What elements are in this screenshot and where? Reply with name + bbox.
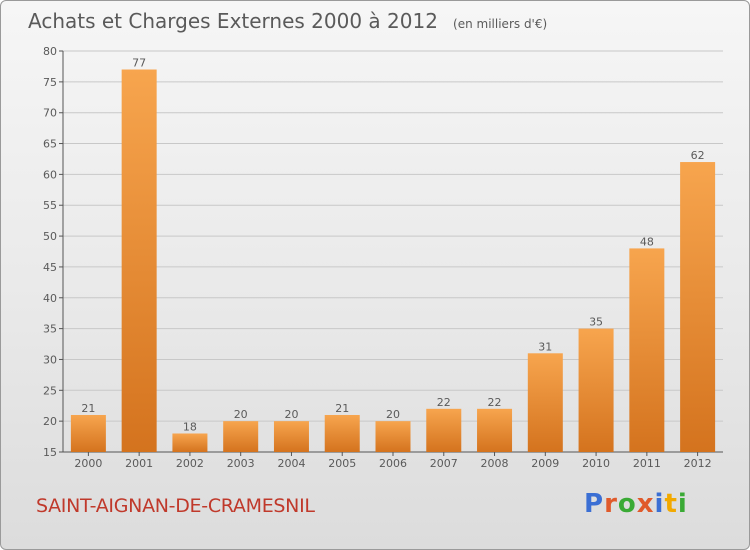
bar-2011 <box>629 248 665 452</box>
x-tick-label: 2010 <box>582 457 610 470</box>
chart-title: Achats et Charges Externes 2000 à 2012 <box>28 9 438 33</box>
bar-2003 <box>223 421 259 452</box>
title-row: Achats et Charges Externes 2000 à 2012 (… <box>28 9 547 33</box>
y-tick-label: 80 <box>43 45 57 58</box>
town-name: SAINT-AIGNAN-DE-CRAMESNIL <box>36 495 315 517</box>
logo-letter: i <box>677 489 688 519</box>
data-label: 77 <box>132 57 146 70</box>
bar-2005 <box>324 414 360 452</box>
x-tick-label: 2000 <box>74 457 102 470</box>
x-tick-label: 2001 <box>125 457 153 470</box>
bar-2009 <box>527 353 563 452</box>
bar-2004 <box>273 421 309 452</box>
data-label: 35 <box>589 316 603 329</box>
data-label: 22 <box>488 396 502 409</box>
logo-letter: o <box>617 489 637 519</box>
chart-unit: (en milliers d'€) <box>453 17 548 31</box>
y-tick-label: 75 <box>43 76 57 89</box>
y-tick-label: 50 <box>43 230 57 243</box>
bar-2000 <box>70 414 106 452</box>
x-tick-label: 2004 <box>277 457 305 470</box>
x-tick-label: 2005 <box>328 457 356 470</box>
bar-2006 <box>375 421 411 452</box>
y-tick-label: 45 <box>43 261 57 274</box>
data-label: 21 <box>335 402 349 415</box>
data-label: 20 <box>284 408 298 421</box>
y-tick-label: 40 <box>43 292 57 305</box>
logo-letter: r <box>604 489 618 519</box>
grid-lines <box>63 50 723 453</box>
data-label: 20 <box>386 408 400 421</box>
x-tick-label: 2002 <box>176 457 204 470</box>
bar-2007 <box>426 408 462 452</box>
logo-letter: x <box>636 489 655 519</box>
y-tick-label: 20 <box>43 415 57 428</box>
x-tick-label: 2012 <box>684 457 712 470</box>
x-tick-label: 2011 <box>633 457 661 470</box>
y-tick-label: 65 <box>43 138 57 151</box>
data-label: 62 <box>691 149 705 162</box>
logo-letter: t <box>664 489 678 519</box>
y-tick-label: 35 <box>43 323 57 336</box>
bar-2001 <box>121 69 157 452</box>
logo-letter: P <box>584 489 605 519</box>
data-label: 18 <box>183 420 197 433</box>
data-label: 31 <box>538 340 552 353</box>
y-tick-label: 55 <box>43 199 57 212</box>
y-tick-label: 15 <box>43 446 57 459</box>
labels: 15 20 25 30 35 40 45 50 55 60 65 70 75 80 2000 21 2001 77… <box>43 45 712 470</box>
proxiti-logo: Proxiti <box>584 489 688 519</box>
data-label: 20 <box>234 408 248 421</box>
bars <box>70 69 716 453</box>
x-tick-label: 2003 <box>227 457 255 470</box>
x-tick-label: 2008 <box>481 457 509 470</box>
data-label: 48 <box>640 235 654 248</box>
x-tick-label: 2006 <box>379 457 407 470</box>
bar-2002 <box>172 433 208 452</box>
bar-2008 <box>477 408 513 452</box>
data-label: 22 <box>437 396 451 409</box>
x-tick-label: 2007 <box>430 457 458 470</box>
bar-2012 <box>680 162 716 453</box>
axes <box>59 50 723 456</box>
y-tick-label: 70 <box>43 107 57 120</box>
x-tick-label: 2009 <box>531 457 559 470</box>
data-label: 21 <box>81 402 95 415</box>
y-tick-label: 25 <box>43 384 57 397</box>
logo-letter: i <box>654 489 665 519</box>
y-tick-label: 60 <box>43 168 57 181</box>
y-tick-label: 30 <box>43 353 57 366</box>
bar-2010 <box>578 328 614 452</box>
